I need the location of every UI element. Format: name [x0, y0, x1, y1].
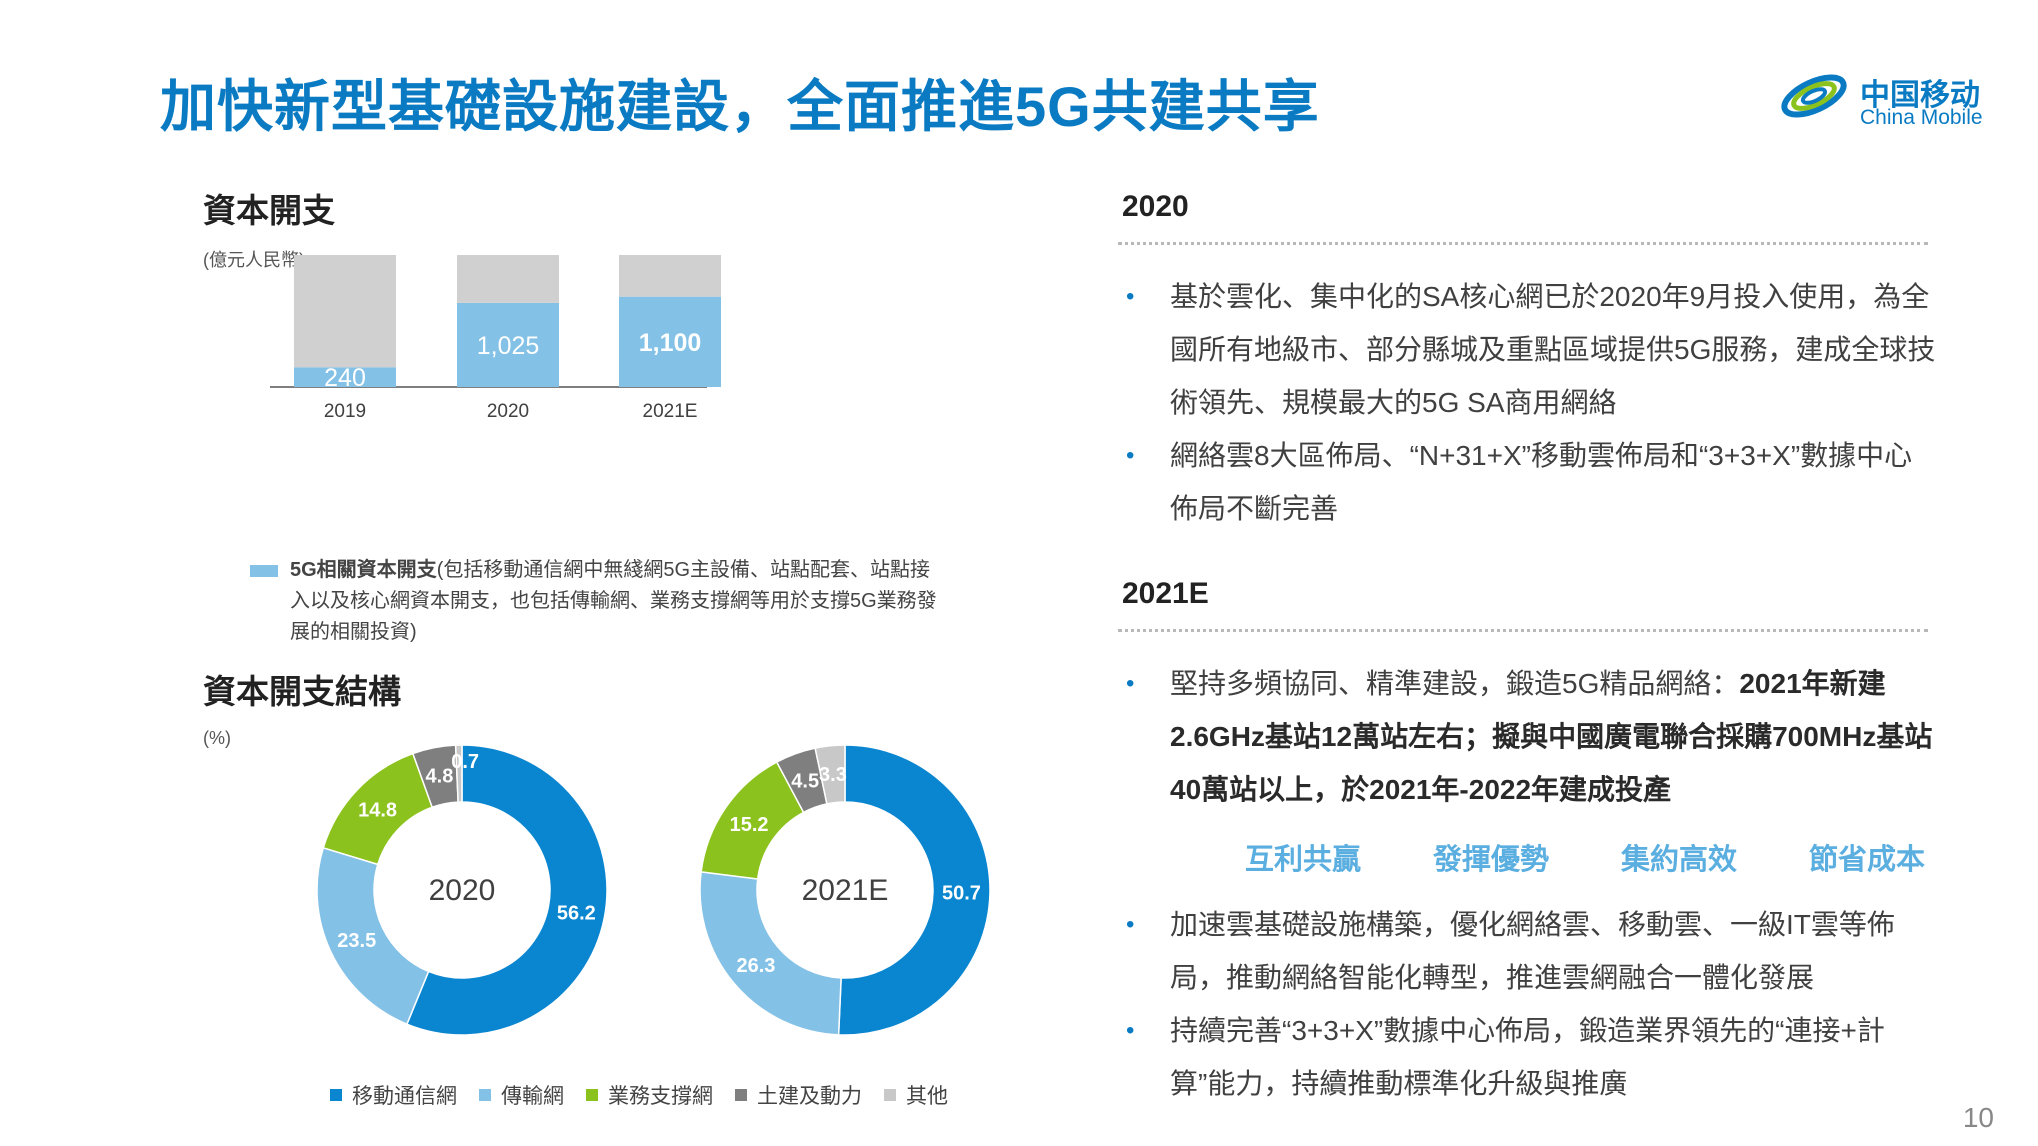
bullet-text: 持續完善“3+3+X”數據中心佈局，鍛造業界領先的“連接+計算”能力，持續推動標…: [1170, 1015, 1885, 1099]
capex-legend-swatch: [250, 565, 278, 577]
capex-section-title: 資本開支: [203, 192, 335, 229]
bar-category-label: 2020: [487, 401, 529, 422]
bar-category-label: 2019: [324, 401, 366, 422]
donut-legend-item: 其他: [884, 1080, 948, 1110]
donut-legend-swatch: [735, 1089, 747, 1101]
bar-other-capex: [294, 255, 396, 368]
donut-chart-2020: 56.2 23.5 14.8 4.80.7 2020: [316, 744, 608, 1036]
bullet-item: 網絡雲8大區佈局、“N+31+X”移動雲佈局和“3+3+X”數據中心佈局不斷完善: [1118, 429, 1938, 535]
bar-5g-value-label: 1,100: [639, 329, 702, 357]
divider-2021e: [1118, 629, 1928, 632]
logo-name-cn: 中国移动: [1860, 79, 1980, 112]
donut-legend-swatch: [586, 1089, 598, 1101]
bullet-text: 堅持多頻協同、精準建設，鍛造5G精品網絡：: [1170, 668, 1740, 699]
page-title: 加快新型基礎設施建設，全面推進5G共建共享: [160, 75, 1320, 138]
donut-legend-item: 傳輸網: [479, 1080, 564, 1110]
donut-chart-2021e: 50.7 26.3 15.2 4.5 3.3 2021E: [699, 744, 991, 1036]
donut-slice-label: 3.3: [819, 764, 847, 786]
section-year-2021e: 2021E: [1122, 577, 1209, 610]
bar-5g-capex: [294, 367, 396, 387]
bullets-cloud: 加速雲基礎設施構築，優化網絡雲、移動雲、一級IT雲等佈局，推動網絡智能化轉型，推…: [1118, 898, 1938, 1110]
bar-5g-value-label: 1,025: [477, 332, 540, 360]
capex-legend-bold: 5G相關資本開支: [290, 559, 437, 581]
bullets-2020: 基於雲化、集中化的SA核心網已於2020年9月投入使用，為全國所有地級市、部分縣…: [1118, 270, 1938, 535]
donut-slice: [814, 744, 846, 805]
structure-section-title: 資本開支結構: [203, 673, 401, 710]
bar-other-capex: [457, 255, 559, 303]
donut-legend-label: 土建及動力: [757, 1085, 862, 1108]
bullet-text: 網絡雲8大區佈局、“N+31+X”移動雲佈局和“3+3+X”數據中心佈局不斷完善: [1170, 440, 1913, 524]
donut-slice-label: 26.3: [736, 955, 775, 977]
keyword-4: 節省成本: [1808, 844, 1925, 876]
donut-slice: [837, 744, 991, 1036]
donut-legend-label: 業務支撐網: [608, 1085, 713, 1108]
bullet-text-bold: 2021年新建2.6GHz基站12萬站左右；擬與中國廣電聯合採購700MHz基站…: [1170, 668, 1933, 805]
bullet-text: 加速雲基礎設施構築，優化網絡雲、移動雲、一級IT雲等佈局，推動網絡智能化轉型，推…: [1170, 909, 1895, 993]
bar-other-capex: [619, 255, 721, 297]
bar-5g-capex: [457, 302, 559, 387]
donut-legend-item: 移動通信網: [330, 1080, 457, 1110]
keywords-row: 互利共贏 發揮優勢 集約高效 節省成本: [1245, 836, 1925, 878]
divider-2020: [1118, 242, 1928, 245]
donut-slice-label: 0.7: [451, 751, 479, 773]
capex-legend-text: (包括移動通信網中無綫網5G主設備、站點配套、站點接入以及核心網資本開支，也包括…: [290, 559, 937, 643]
donut-legend-label: 傳輸網: [501, 1085, 564, 1108]
capex-legend: 5G相關資本開支(包括移動通信網中無綫網5G主設備、站點配套、站點接入以及核心網…: [250, 555, 950, 648]
keyword-2: 發揮優勢: [1432, 844, 1549, 876]
structure-unit: (%): [203, 728, 231, 748]
bullet-item: 基於雲化、集中化的SA核心網已於2020年9月投入使用，為全國所有地級市、部分縣…: [1118, 270, 1938, 429]
bullet-item: 加速雲基礎設施構築，優化網絡雲、移動雲、一級IT雲等佈局，推動網絡智能化轉型，推…: [1118, 898, 1938, 1004]
bar-5g-value-label: 240: [324, 364, 366, 392]
donut-legend-swatch: [884, 1089, 896, 1101]
donut-center-label: 2021E: [802, 874, 889, 907]
donut-slice-label: 56.2: [557, 903, 596, 925]
donut-legend-label: 其他: [906, 1085, 948, 1108]
donut-slice-label: 4.8: [426, 766, 454, 788]
keyword-3: 集約高效: [1620, 844, 1737, 876]
keyword-1: 互利共贏: [1245, 844, 1362, 876]
bullet-item: 堅持多頻協同、精準建設，鍛造5G精品網絡：2021年新建2.6GHz基站12萬站…: [1118, 657, 1938, 816]
donut-legend-label: 移動通信網: [352, 1085, 457, 1108]
donut-slice: [454, 744, 463, 803]
donut-legend-swatch: [330, 1089, 342, 1101]
donut-slice-label: 50.7: [942, 883, 981, 905]
donut-slice-label: 23.5: [337, 930, 376, 952]
donut-legend-item: 土建及動力: [735, 1080, 862, 1110]
donut-legend-item: 業務支撐網: [586, 1080, 713, 1110]
section-year-2020: 2020: [1122, 190, 1189, 223]
donut-slice-label: 14.8: [358, 800, 397, 822]
bar-category-label: 2021E: [643, 401, 698, 422]
donut-legend: 移動通信網 傳輸網 業務支撐網 土建及動力 其他: [330, 1080, 970, 1110]
bullet-item: 持續完善“3+3+X”數據中心佈局，鍛造業界領先的“連接+計算”能力，持續推動標…: [1118, 1004, 1938, 1110]
donut-legend-swatch: [479, 1089, 491, 1101]
donut-slice: [699, 870, 842, 1036]
logo-name-en: China Mobile: [1860, 106, 1983, 129]
donut-center-label: 2020: [429, 874, 496, 907]
capex-unit: (億元人民幣): [203, 250, 305, 270]
donut-slice: [405, 744, 608, 1036]
page-number: 10: [1962, 1102, 1994, 1133]
donut-slice: [316, 846, 430, 1026]
bar-5g-capex: [619, 296, 721, 387]
china-mobile-logo-icon: [1781, 74, 1847, 118]
bullets-2021e: 堅持多頻協同、精準建設，鍛造5G精品網絡：2021年新建2.6GHz基站12萬站…: [1118, 657, 1938, 816]
bullet-text: 基於雲化、集中化的SA核心網已於2020年9月投入使用，為全國所有地級市、部分縣…: [1170, 281, 1936, 418]
capex-bar-chart: 2401,65920191,0251,80620201,1001,8362021…: [270, 255, 721, 422]
donut-slice-label: 4.5: [791, 771, 819, 793]
donut-slice-label: 15.2: [730, 814, 769, 836]
china-mobile-logo: 中国移动 China Mobile: [1778, 62, 1998, 142]
